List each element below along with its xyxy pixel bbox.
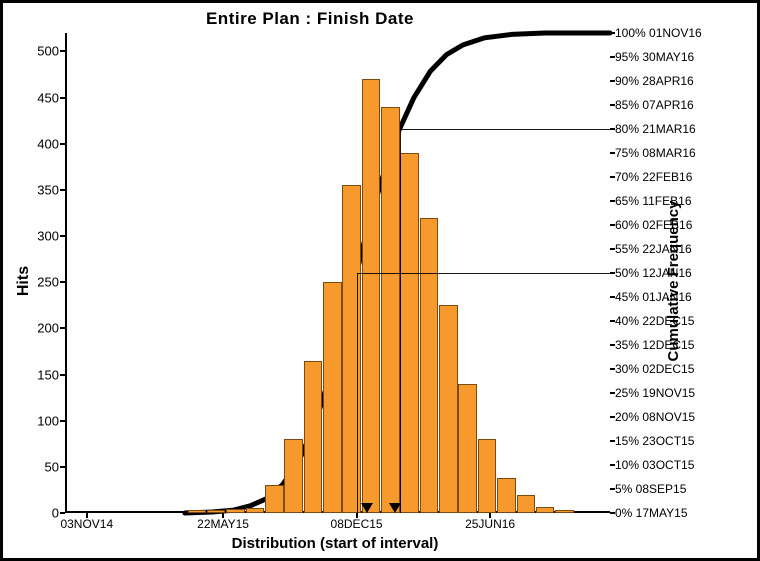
- x-marker-icon: [389, 503, 401, 513]
- histogram-bar: [400, 153, 419, 513]
- y-tick: [60, 374, 65, 376]
- x-tick: [222, 513, 224, 518]
- cumulative-label: 90% 28APR16: [615, 74, 694, 88]
- y-axis-label-left: Hits: [15, 265, 33, 295]
- y-tick: [60, 189, 65, 191]
- cumulative-label: 85% 07APR16: [615, 98, 694, 112]
- histogram-bar: [381, 107, 400, 513]
- reference-line-v: [400, 129, 401, 513]
- reference-line-h: [400, 129, 610, 130]
- x-tick: [356, 513, 358, 518]
- cumulative-label: 20% 08NOV15: [615, 410, 695, 424]
- histogram-bar: [478, 439, 497, 513]
- reference-line-v: [357, 273, 358, 513]
- cumulative-label: 70% 22FEB16: [615, 170, 692, 184]
- y-tick: [60, 420, 65, 422]
- x-tick: [489, 513, 491, 518]
- histogram-bar: [323, 282, 342, 513]
- cumulative-label: 35% 12DEC15: [615, 338, 694, 352]
- reference-line-h: [357, 273, 610, 274]
- histogram-bar: [265, 485, 284, 513]
- cumulative-label: 75% 08MAR16: [615, 146, 696, 160]
- histogram-bar: [458, 384, 477, 513]
- histogram-bar: [207, 510, 226, 513]
- cumulative-label: 45% 01JAN16: [615, 290, 692, 304]
- cumulative-label: 15% 23OCT15: [615, 434, 694, 448]
- cumulative-label: 40% 22DEC15: [615, 314, 694, 328]
- histogram-bar: [362, 79, 381, 513]
- y-tick: [60, 327, 65, 329]
- histogram-bar: [284, 439, 303, 513]
- histogram-bar: [188, 510, 207, 513]
- histogram-bar: [304, 361, 323, 513]
- cumulative-label: 50% 12JAN16: [615, 266, 692, 280]
- plot-area: 05010015020025030035040045050003NOV1422M…: [65, 33, 610, 513]
- histogram-bar: [536, 507, 555, 513]
- chart-frame: Entire Plan : Finish Date Hits Cumulativ…: [0, 0, 760, 561]
- cumulative-label: 100% 01NOV16: [615, 26, 702, 40]
- cumulative-label: 95% 30MAY16: [615, 50, 694, 64]
- histogram-bar: [497, 478, 516, 513]
- histogram-bar: [342, 185, 361, 513]
- cumulative-label: 0% 17MAY15: [615, 506, 688, 520]
- y-tick: [60, 235, 65, 237]
- x-marker-icon: [361, 503, 373, 513]
- y-tick: [60, 97, 65, 99]
- histogram-bar: [420, 218, 439, 513]
- y-tick: [60, 281, 65, 283]
- y-tick: [60, 143, 65, 145]
- cumulative-label: 65% 11FEB16: [615, 194, 692, 208]
- histogram-bar: [246, 508, 265, 513]
- cumulative-label: 55% 22JAN16: [615, 242, 692, 256]
- cumulative-label: 25% 19NOV15: [615, 386, 695, 400]
- histogram-bar: [226, 509, 245, 513]
- x-tick: [86, 513, 88, 518]
- y-tick: [60, 466, 65, 468]
- x-axis-label: Distribution (start of interval): [53, 535, 617, 552]
- cumulative-label: 5% 08SEP15: [615, 482, 686, 496]
- histogram-bar: [517, 495, 536, 513]
- histogram-bar: [555, 510, 574, 513]
- cumulative-label: 30% 02DEC15: [615, 362, 694, 376]
- cumulative-label: 10% 03OCT15: [615, 458, 694, 472]
- cumulative-label: 60% 02FEB16: [615, 218, 692, 232]
- cumulative-label: 80% 21MAR16: [615, 122, 696, 136]
- histogram-bar: [439, 305, 458, 513]
- y-tick: [60, 50, 65, 52]
- chart-title: Entire Plan : Finish Date: [3, 9, 617, 29]
